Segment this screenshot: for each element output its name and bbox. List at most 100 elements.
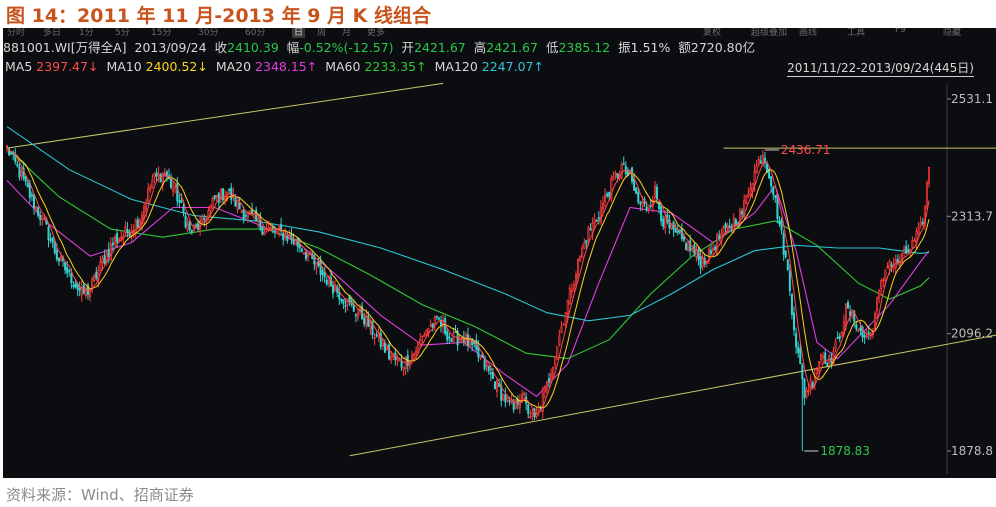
candle-body	[292, 239, 295, 244]
tab-12[interactable]: 超级叠加	[751, 28, 788, 38]
close-value: 2410.39	[227, 40, 279, 55]
candle-body	[817, 361, 820, 372]
tab-3[interactable]: 5分	[115, 28, 130, 38]
candle-body	[66, 267, 69, 274]
candle-body	[444, 318, 447, 334]
candle-body	[396, 358, 399, 361]
candle-body	[315, 261, 318, 268]
candle-body	[344, 305, 347, 307]
tab-16[interactable]: 隐藏	[943, 28, 962, 38]
tab-14[interactable]: 工具	[847, 28, 866, 38]
candle-body	[385, 347, 389, 350]
candle-body	[257, 218, 260, 222]
tab-1[interactable]: 多日	[43, 28, 62, 38]
candle-body	[323, 272, 326, 278]
ma-line-ma60	[6, 147, 930, 360]
candle-body	[383, 342, 386, 353]
candle-body	[80, 286, 83, 295]
candle-body	[489, 372, 492, 375]
tab-7[interactable]: 日	[292, 28, 306, 38]
tab-0[interactable]: 分时	[7, 28, 26, 38]
candle-body	[774, 195, 777, 198]
candle-body	[739, 209, 742, 221]
candle-body	[884, 269, 887, 282]
candle-body	[747, 193, 750, 198]
candle-body	[668, 219, 671, 229]
candle-body	[506, 396, 509, 401]
candle-body	[113, 236, 117, 245]
candle-body	[743, 200, 746, 217]
candle-body	[718, 235, 721, 240]
candle-body	[585, 239, 588, 244]
amount-value: 2720.80亿	[690, 40, 756, 55]
candle-body	[402, 366, 405, 370]
tab-2[interactable]: 1分	[79, 28, 94, 38]
candle-body	[527, 404, 530, 415]
candle-body	[392, 355, 395, 357]
candle-body	[172, 188, 175, 192]
candle-body	[219, 188, 222, 200]
tab-9[interactable]: 月	[342, 28, 352, 38]
y-tick-label: 1878.8	[951, 444, 993, 458]
candle-body	[574, 274, 578, 286]
tab-11[interactable]: 复权	[703, 28, 722, 38]
kline-chart-panel[interactable]: 分时 多日 1分 5分 15分 30分 60分 日 周 月 更多 复权 超级叠加 画线 工具 F9 隐藏 881…	[3, 28, 996, 478]
candle-body	[707, 248, 710, 262]
candle-body	[722, 226, 725, 235]
candle-body	[512, 402, 515, 410]
tab-15[interactable]: F9	[895, 28, 906, 35]
candle-body	[147, 188, 150, 202]
candle-body	[807, 390, 810, 393]
change-label: 幅	[286, 40, 300, 55]
candle-body	[624, 165, 627, 175]
candle-body	[529, 416, 532, 418]
candle-body	[583, 242, 586, 249]
candle-body	[577, 259, 580, 279]
tab-8[interactable]: 周	[317, 28, 327, 38]
ma-legend-row: MA5 2397.47↓ MA10 2400.52↓ MA20 2348.15↑ MA…	[5, 59, 552, 74]
candle-body	[732, 217, 735, 232]
candle-body	[84, 287, 87, 297]
ma-legend-value: 2348.15↑	[255, 59, 318, 74]
source-note: 资料来源：Wind、招商证券	[6, 486, 194, 504]
candle-body	[487, 365, 490, 372]
candle-body	[149, 186, 152, 191]
candle-body	[375, 334, 378, 337]
y-tick-label: 2313.7	[951, 209, 993, 223]
tab-5[interactable]: 30分	[198, 28, 219, 38]
tab-4[interactable]: 15分	[151, 28, 172, 38]
candle-body	[263, 232, 266, 236]
candle-body	[778, 219, 781, 225]
candle-body	[136, 219, 139, 228]
candle-body	[356, 312, 359, 318]
candle-body	[614, 172, 617, 176]
candle-body	[786, 259, 789, 271]
candle-body	[882, 279, 885, 282]
candle-body	[595, 220, 598, 222]
candle-body	[863, 335, 866, 338]
tab-13[interactable]: 画线	[799, 28, 818, 38]
candle-body	[178, 200, 181, 203]
ma-legend-label: MA60	[325, 59, 365, 74]
candle-body	[390, 356, 393, 361]
ma-line-ma5	[6, 145, 930, 416]
amplitude-value: 1.51%	[630, 40, 671, 55]
candle-body	[898, 261, 901, 267]
candle-body	[388, 344, 391, 360]
tab-10[interactable]: 更多	[367, 28, 386, 38]
candle-body	[68, 269, 71, 272]
candle-body	[838, 336, 841, 340]
candle-body	[22, 167, 25, 179]
date-range-selector[interactable]: 2011/11/22-2013/09/24(445日)	[787, 61, 974, 77]
candle-body	[867, 332, 870, 334]
candle-body	[215, 194, 218, 198]
candle-body	[24, 176, 27, 182]
tab-6[interactable]: 60分	[245, 28, 266, 38]
candle-body	[460, 338, 463, 341]
candle-body	[757, 158, 760, 165]
candle-body	[890, 264, 893, 267]
candle-body	[572, 284, 575, 290]
candle-body	[562, 323, 565, 326]
candle-body	[221, 188, 224, 201]
candle-body	[176, 183, 179, 202]
